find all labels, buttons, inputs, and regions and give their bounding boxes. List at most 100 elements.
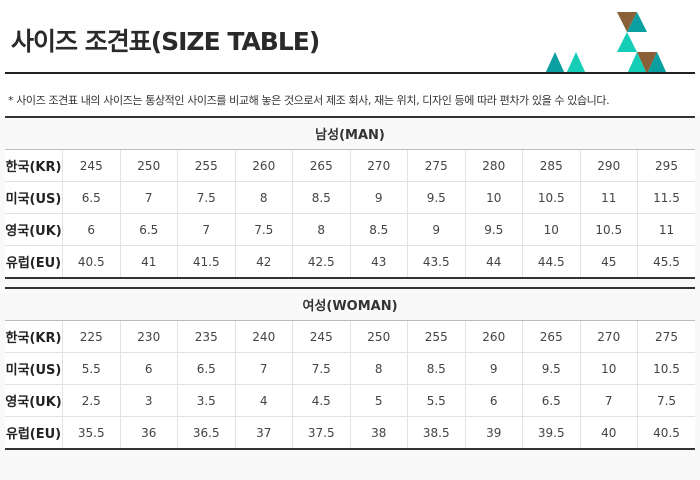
size-cell: 275 [407,149,466,182]
size-cell: 245 [62,149,121,182]
size-cell: 11 [637,213,695,246]
row-label: 미국(US) [5,181,63,214]
divider [5,72,695,74]
table-row: 유럽(EU) 35.5 36 36.5 37 37.5 38 38.5 39 39.5 40 40.5 [5,416,695,449]
table-row: 한국(KR) 225 230 235 240 245 250 255 260 265 270 275 [5,320,695,353]
size-cell: 6.5 [62,181,121,214]
row-label: 영국(UK) [5,213,63,246]
table-heading: 여성(WOMAN) [5,288,695,321]
size-cell: 8 [292,213,351,246]
table-row: 한국(KR) 245 250 255 260 265 270 275 280 285 290 295 [5,149,695,182]
size-cell: 265 [292,149,351,182]
size-cell: 41 [120,245,178,278]
size-cell: 9 [465,352,523,385]
size-cell: 42 [235,245,293,278]
size-cell: 295 [637,149,695,182]
size-cell: 270 [580,320,638,353]
table-row: 미국(US) 5.5 6 6.5 7 7.5 8 8.5 9 9.5 10 10.5 [5,352,695,385]
size-cell: 4.5 [292,384,351,417]
table-row: 영국(UK) 2.5 3 3.5 4 4.5 5 5.5 6 6.5 7 7.5 [5,384,695,417]
size-cell: 5.5 [407,384,466,417]
size-cell: 9 [407,213,466,246]
size-cell: 10.5 [522,181,581,214]
row-label: 유럽(EU) [5,245,63,278]
size-cell: 255 [407,320,466,353]
size-cell: 6 [465,384,523,417]
size-cell: 35.5 [62,416,121,449]
size-cell: 9.5 [407,181,466,214]
triangle-shape [637,52,657,74]
table-heading: 남성(MAN) [5,117,695,150]
size-cell: 230 [120,320,178,353]
size-cell: 285 [522,149,581,182]
size-cell: 2.5 [62,384,121,417]
size-cell: 7 [235,352,293,385]
row-label: 한국(KR) [5,320,63,353]
size-cell: 6 [120,352,178,385]
size-cell: 45.5 [653,254,680,269]
size-cell: 8.5 [292,181,351,214]
size-cell: 39 [465,416,523,449]
triangle-logo-decoration [545,12,667,74]
size-cell: 9.5 [522,352,581,385]
size-cell: 8.5 [350,213,408,246]
size-cell: 40.5 [62,245,121,278]
size-cell: 3.5 [177,384,236,417]
size-cell: 37.5 [292,416,351,449]
size-cell: 8.5 [407,352,466,385]
size-cell: 44 [465,245,523,278]
table-row: 유럽(EU) 40.5 41 41.5 42 42.5 43 43.5 44 44.5 45 45.5 [5,245,695,278]
size-cell: 225 [62,320,121,353]
size-cell: 6 [62,213,121,246]
table-row: 영국(UK) 6 6.5 7 7.5 8 8.5 9 9.5 10 10.5 11 [5,213,695,246]
triangle-shape [647,52,667,74]
size-cell: 3 [120,384,178,417]
size-cell: 6.5 [177,352,236,385]
size-cell: 38 [350,416,408,449]
page-title: 사이즈 조견표(SIZE TABLE) [11,27,320,56]
size-cell: 36.5 [177,416,236,449]
size-cell: 40.5 [653,425,680,440]
size-cell: 240 [235,320,293,353]
size-cell: 260 [465,320,523,353]
table-row: 미국(US) 6.5 7 7.5 8 8.5 9 9.5 10 10.5 11 11.5 [5,181,695,214]
size-cell: 10.5 [580,213,638,246]
size-cell: 8 [235,181,293,214]
size-cell: 250 [120,149,178,182]
size-cell: 260 [235,149,293,182]
row-label: 유럽(EU) [5,416,63,449]
triangle-shape [545,52,565,74]
size-cell: 265 [522,320,581,353]
size-cell: 11 [580,181,638,214]
size-cell: 9 [350,181,408,214]
size-cell: 4 [235,384,293,417]
size-cell: 43 [350,245,408,278]
size-cell: 45 [580,245,638,278]
size-cell: 43.5 [407,245,466,278]
women-size-table: 여성(WOMAN) 한국(KR) 225 230 235 240 245 250 255 260 2… [5,287,695,450]
size-cell: 11.5 [637,181,695,214]
size-cell: 245 [292,320,351,353]
size-note: * 사이즈 조견표 내의 사이즈는 통상적인 사이즈를 비교해 놓은 것으로서 … [8,94,610,107]
size-cell: 7.5 [292,352,351,385]
header [0,0,700,74]
size-cell: 7 [177,213,236,246]
size-cell: 36 [120,416,178,449]
size-cell: 235 [177,320,236,353]
row-label: 미국(US) [5,352,63,385]
row-label: 영국(UK) [5,384,63,417]
size-cell: 42.5 [292,245,351,278]
size-cell: 8 [350,352,408,385]
size-cell: 37 [235,416,293,449]
size-cell: 7.5 [637,384,695,417]
triangle-shape [566,52,586,74]
size-cell: 7.5 [235,213,293,246]
size-cell: 6.5 [522,384,581,417]
triangle-shape [617,12,637,32]
size-cell: 9.5 [465,213,523,246]
size-cell: 10 [580,352,638,385]
size-cell: 250 [350,320,408,353]
size-cell: 6.5 [120,213,178,246]
note-area [0,74,700,116]
men-size-table: 남성(MAN) 한국(KR) 245 250 255 260 265 270 275 280 285… [5,116,695,279]
